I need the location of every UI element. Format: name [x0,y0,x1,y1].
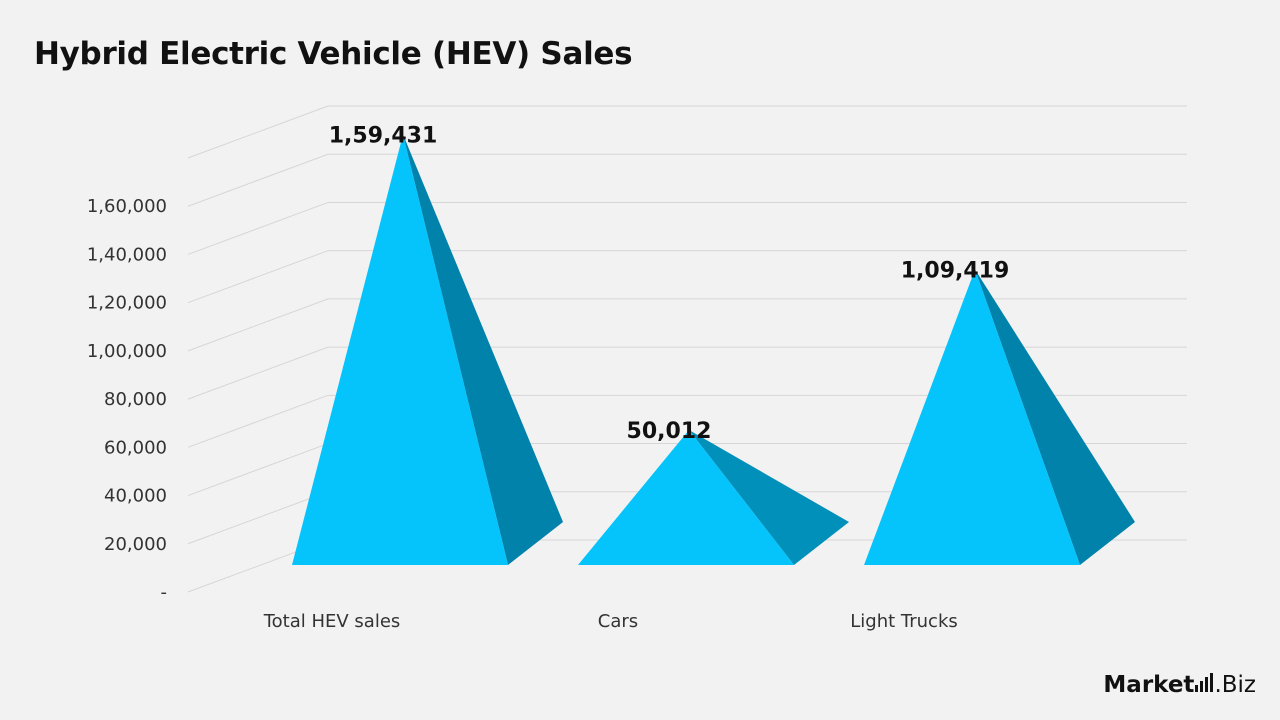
y-tick-label: - [161,582,168,603]
bars-icon [1195,673,1214,692]
side-wall-gridline [187,443,329,497]
pyramid-side-face [975,269,1135,565]
y-tick-label: 40,000 [104,486,167,507]
pyramid-side-face [403,134,563,565]
y-tick-label: 1,20,000 [87,293,167,314]
y-tick-label: 80,000 [104,389,167,410]
pyramid-bars [292,134,1135,565]
pyramid-front-face [292,134,508,565]
y-axis-tick-labels: - 20,000 40,000 60,000 80,000 1,00,000 1,20,00… [87,196,167,603]
category-label: Cars [598,611,638,632]
y-tick-label: 20,000 [104,534,167,555]
chart-title: Hybrid Electric Vehicle (HEV) Sales [34,36,633,72]
y-tick-label: 60,000 [104,437,167,458]
pyramid-side-face [689,429,849,565]
y-tick-label: 1,60,000 [87,196,167,217]
category-labels: Total HEV sales Cars Light Trucks [263,611,958,632]
side-wall-gridline [187,491,329,545]
brand-text-market: Market [1103,672,1195,698]
y-tick-label: 1,40,000 [87,244,167,265]
side-wall-gridline [187,201,329,255]
data-label: 50,012 [627,419,712,444]
side-wall-gridline [187,298,329,352]
y-tick-label: 1,00,000 [87,341,167,362]
data-label: 1,09,419 [901,259,1010,284]
side-wall-gridline [187,250,329,304]
data-label: 1,59,431 [329,123,438,148]
brand-logo: Market .Biz [1103,672,1256,698]
side-wall-gridline [187,105,329,159]
brand-text-biz: .Biz [1214,672,1256,698]
data-labels: 1,59,431 50,012 1,09,419 [329,123,1010,443]
side-wall-gridline [187,153,329,207]
category-label: Light Trucks [850,611,958,632]
category-label: Total HEV sales [263,611,401,632]
pyramid-front-face [864,269,1080,565]
side-wall-gridline [187,346,329,400]
pyramid-front-face [578,429,794,565]
side-wall-gridline [187,394,329,448]
